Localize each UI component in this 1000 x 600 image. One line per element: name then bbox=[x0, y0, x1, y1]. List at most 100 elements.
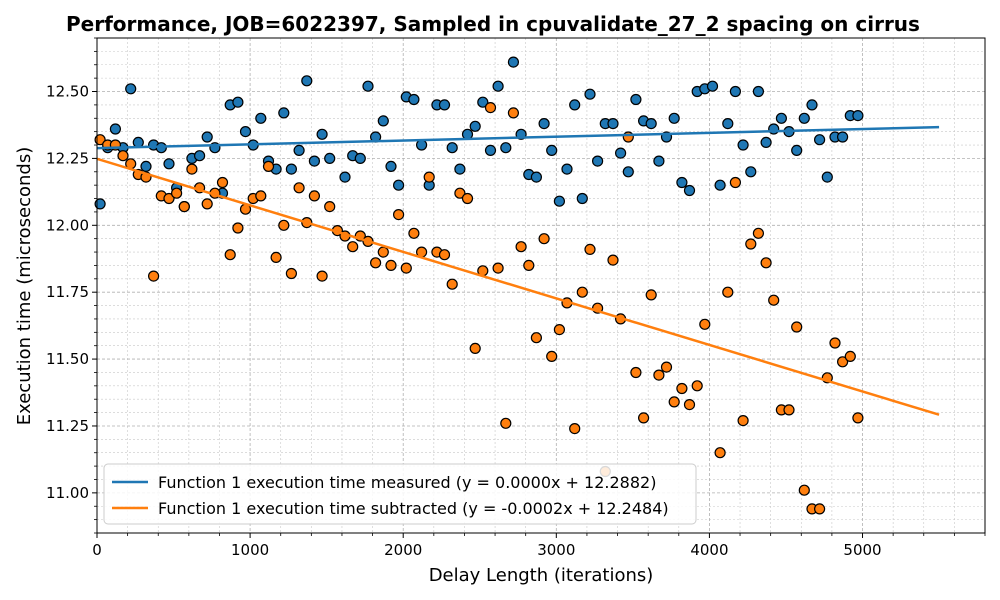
subtracted-point bbox=[324, 201, 336, 213]
measured-point bbox=[706, 80, 719, 92]
measured-point bbox=[239, 126, 252, 138]
subtracted-point bbox=[653, 369, 665, 381]
subtracted-point bbox=[683, 399, 696, 411]
measured-point bbox=[140, 160, 152, 172]
subtracted-point bbox=[163, 192, 175, 205]
subtracted-point bbox=[576, 286, 588, 298]
measured-point bbox=[316, 128, 328, 140]
subtracted-point bbox=[660, 361, 673, 373]
subtracted-point bbox=[836, 356, 849, 368]
subtracted-point bbox=[347, 241, 359, 253]
measured-point bbox=[446, 142, 458, 154]
measured-point bbox=[492, 80, 504, 92]
measured-point bbox=[584, 88, 596, 100]
measured-point bbox=[745, 166, 757, 178]
measured-point bbox=[385, 160, 397, 172]
subtracted-point bbox=[454, 187, 466, 199]
y-axis-label: Execution time (microseconds) bbox=[14, 147, 35, 426]
subtracted-point bbox=[438, 249, 451, 261]
plot-frame bbox=[96, 37, 986, 534]
y-tick-label: 11.50 bbox=[46, 350, 89, 368]
subtracted-point bbox=[668, 396, 680, 408]
measured-point bbox=[737, 139, 749, 151]
measured-point bbox=[576, 192, 588, 205]
measured-point bbox=[653, 155, 665, 167]
subtracted-point bbox=[201, 198, 213, 210]
subtracted-point bbox=[768, 294, 780, 306]
measured-point bbox=[339, 171, 351, 183]
measured-point bbox=[622, 166, 634, 178]
measured-point bbox=[546, 144, 558, 156]
subtracted-point bbox=[278, 219, 290, 231]
measured-point bbox=[408, 93, 420, 106]
measured-point bbox=[676, 176, 688, 189]
subtracted-point bbox=[308, 190, 320, 202]
subtracted-point bbox=[293, 182, 305, 194]
measured-point bbox=[852, 109, 864, 122]
subtracted-point bbox=[752, 227, 765, 239]
subtracted-point bbox=[484, 101, 497, 114]
subtracted-point bbox=[745, 238, 757, 250]
measured-point bbox=[94, 198, 106, 210]
measured-point bbox=[125, 83, 137, 95]
measured-point bbox=[760, 136, 772, 148]
measured-point bbox=[255, 112, 267, 124]
measured-point bbox=[569, 99, 581, 111]
y-tick-label: 11.00 bbox=[46, 484, 89, 502]
measured-point bbox=[530, 171, 543, 183]
subtracted-point bbox=[469, 342, 481, 354]
measured-point bbox=[109, 123, 122, 135]
subtracted-point bbox=[408, 227, 420, 239]
legend: Function 1 execution time measured (y = … bbox=[103, 463, 697, 525]
measured-point bbox=[591, 155, 604, 167]
subtracted-point bbox=[645, 289, 657, 301]
subtracted-point bbox=[393, 209, 405, 221]
subtracted-point bbox=[729, 176, 742, 189]
measured-point bbox=[301, 75, 313, 87]
subtracted-point bbox=[492, 262, 504, 274]
measured-point bbox=[507, 56, 520, 68]
subtracted-point bbox=[553, 324, 566, 336]
subtracted-point bbox=[224, 249, 236, 261]
y-tick-label: 12.50 bbox=[46, 83, 89, 101]
subtracted-point bbox=[507, 107, 520, 119]
subtracted-point bbox=[607, 254, 619, 266]
measured-point bbox=[416, 139, 428, 151]
legend-label-measured: Function 1 execution time measured (y = … bbox=[158, 473, 656, 492]
measured-point bbox=[393, 179, 405, 191]
subtracted-point bbox=[232, 222, 244, 234]
subtracted-point bbox=[569, 423, 581, 435]
subtracted-point bbox=[446, 278, 458, 290]
measured-point bbox=[285, 163, 297, 175]
subtracted-point bbox=[523, 259, 535, 271]
x-tick-label: 1000 bbox=[231, 541, 269, 559]
measured-point bbox=[775, 112, 788, 124]
subtracted-point bbox=[622, 131, 634, 143]
subtracted-point bbox=[385, 259, 397, 271]
fit-lines bbox=[96, 125, 940, 416]
x-tick-label: 0 bbox=[92, 541, 102, 559]
subtracted-point bbox=[515, 241, 527, 253]
subtracted-point bbox=[216, 176, 229, 189]
subtracted-point bbox=[117, 150, 129, 162]
measured-point bbox=[477, 96, 489, 108]
subtracted-point bbox=[714, 447, 726, 459]
legend-label-subtracted: Function 1 execution time subtracted (y … bbox=[158, 499, 669, 518]
measured-point bbox=[278, 107, 290, 119]
measured-point bbox=[722, 117, 734, 130]
subtracted-point bbox=[377, 246, 389, 258]
y-tick-label: 11.25 bbox=[46, 417, 89, 435]
measured-point bbox=[752, 85, 765, 98]
measured-point bbox=[194, 150, 206, 162]
subtracted-point bbox=[813, 503, 826, 515]
y-axis-ticks: 11.00 11.25 11.50 11.75 12.00 12.25 12.50 bbox=[46, 37, 97, 534]
measured-point bbox=[377, 115, 389, 127]
subtracted-point bbox=[262, 160, 275, 172]
measured-point bbox=[821, 171, 833, 183]
subtracted-point bbox=[400, 262, 412, 274]
subtracted-point bbox=[760, 257, 772, 269]
measured-point bbox=[232, 96, 244, 108]
measured-point bbox=[308, 155, 320, 167]
measured-point bbox=[324, 152, 336, 164]
measured-point bbox=[614, 147, 627, 159]
